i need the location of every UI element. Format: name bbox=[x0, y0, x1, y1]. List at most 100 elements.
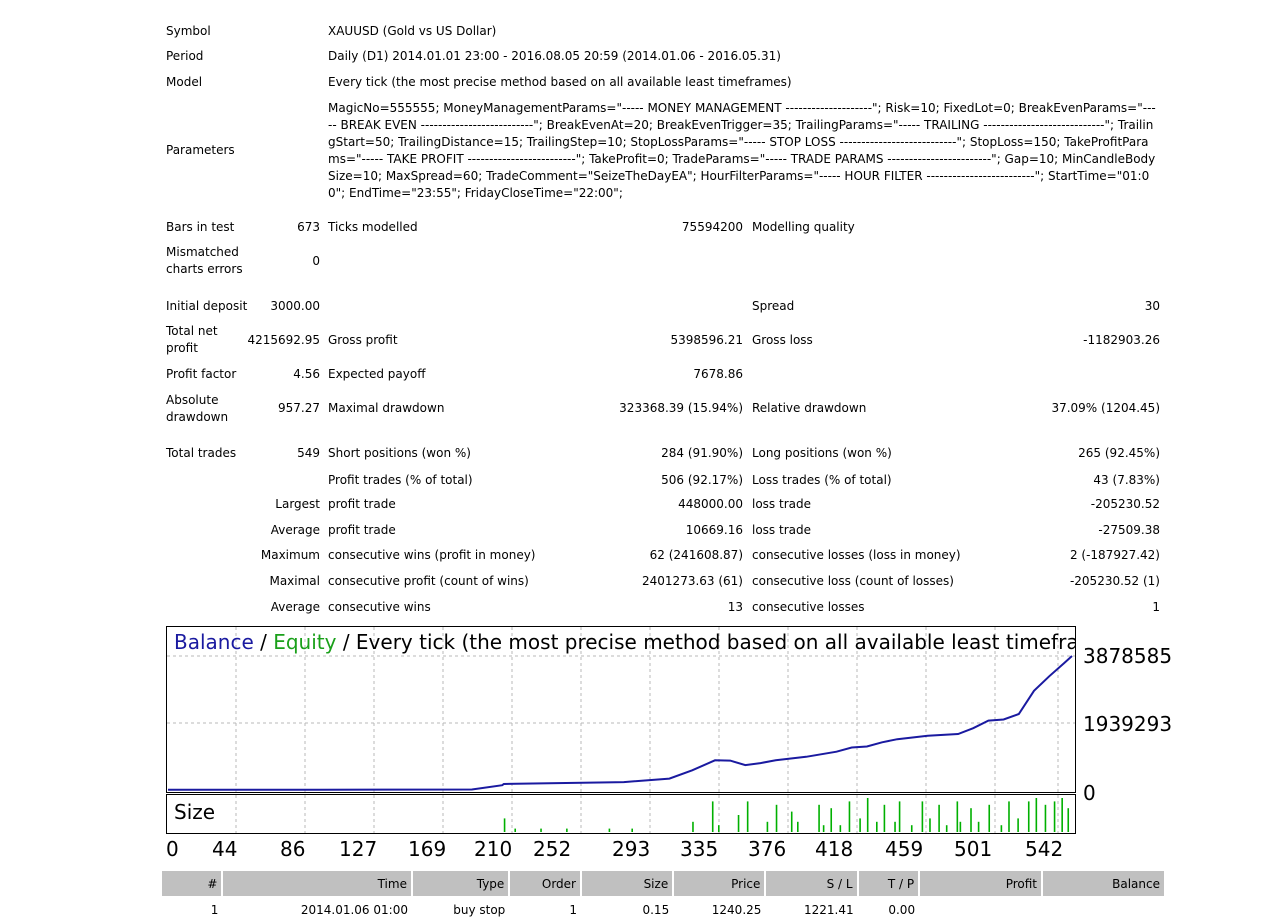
chart-title-model: / Every tick (the most precise method ba… bbox=[342, 630, 1075, 654]
cell-time: 2014.01.06 01:00 bbox=[222, 896, 412, 923]
x-tick-label: 127 bbox=[339, 837, 378, 861]
x-tick-label: 542 bbox=[1025, 837, 1064, 861]
average-loss-label: loss trade bbox=[752, 523, 811, 537]
size-bar bbox=[711, 801, 714, 832]
x-tick-label: 210 bbox=[474, 837, 513, 861]
size-bar bbox=[514, 828, 517, 832]
relative-drawdown-value: 37.09% (1204.45) bbox=[1051, 401, 1160, 415]
initial-deposit-label: Initial deposit bbox=[166, 299, 248, 313]
size-bar bbox=[956, 801, 959, 832]
size-chart-plot bbox=[235, 795, 1070, 833]
size-bar bbox=[977, 821, 980, 832]
size-bar bbox=[988, 804, 991, 832]
profit-factor-label: Profit factor bbox=[166, 367, 237, 381]
bars-label: Bars in test bbox=[166, 220, 235, 234]
max-consecutive-profit-value: 2401273.63 (61) bbox=[642, 574, 743, 588]
max-consecutive-wins-value: 62 (241608.87) bbox=[649, 548, 743, 562]
cell-profit bbox=[919, 896, 1043, 923]
size-bar bbox=[631, 828, 633, 832]
size-bar bbox=[540, 828, 542, 832]
gross-profit-value: 5398596.21 bbox=[670, 333, 743, 347]
y-tick-label: 0 bbox=[1083, 781, 1096, 805]
x-tick-label: 86 bbox=[280, 837, 306, 861]
size-bar bbox=[1067, 808, 1070, 832]
balance-chart: Balance / Equity / Every tick (the most … bbox=[166, 626, 1076, 793]
chart-title: Balance / Equity / Every tick (the most … bbox=[174, 629, 1075, 655]
mismatch-label-line1: Mismatched bbox=[166, 245, 239, 259]
gross-loss-label: Gross loss bbox=[752, 333, 813, 347]
cell-type: buy stop bbox=[411, 896, 510, 923]
expected-payoff-value: 7678.86 bbox=[693, 367, 743, 381]
total-trades-label: Total trades bbox=[166, 446, 237, 460]
size-bar bbox=[1061, 798, 1063, 832]
size-bar bbox=[608, 828, 611, 832]
size-bar bbox=[970, 808, 972, 832]
maximal-label: Maximal bbox=[269, 574, 320, 588]
size-bar bbox=[1035, 798, 1038, 832]
x-tick-label: 0 bbox=[166, 837, 179, 861]
cell-sl: 1221.41 bbox=[765, 896, 858, 923]
long-positions-label: Long positions (won %) bbox=[752, 446, 892, 460]
size-bar bbox=[883, 804, 886, 832]
maximal-drawdown-value: 323368.39 (15.94%) bbox=[619, 401, 743, 415]
size-bar bbox=[898, 801, 901, 832]
avg-label: Average bbox=[270, 600, 320, 614]
bars-value: 673 bbox=[297, 220, 320, 234]
net-profit-value: 4215692.95 bbox=[247, 333, 320, 347]
largest-profit-label: profit trade bbox=[328, 497, 396, 511]
x-tick-label: 418 bbox=[815, 837, 854, 861]
largest-profit-value: 448000.00 bbox=[678, 497, 743, 511]
x-tick-label: 501 bbox=[954, 837, 993, 861]
table-row[interactable]: 1 2014.01.06 01:00 buy stop 1 0.15 1240.… bbox=[162, 896, 1164, 923]
size-bar bbox=[822, 825, 825, 832]
avg-consecutive-wins-label: consecutive wins bbox=[328, 600, 431, 614]
largest-label: Largest bbox=[275, 497, 320, 511]
col-header-price[interactable]: Price bbox=[673, 871, 767, 896]
absolute-drawdown-value: 957.27 bbox=[278, 401, 320, 415]
col-header-time[interactable]: Time bbox=[222, 871, 413, 896]
chart-title-balance: Balance bbox=[174, 630, 254, 654]
maximal-drawdown-label: Maximal drawdown bbox=[328, 401, 445, 415]
col-header-type[interactable]: Type bbox=[411, 871, 511, 896]
col-header-profit[interactable]: Profit bbox=[919, 871, 1044, 896]
largest-loss-value: -205230.52 bbox=[1090, 497, 1160, 511]
cell-order: 1 bbox=[509, 896, 581, 923]
col-header-size[interactable]: Size bbox=[581, 871, 675, 896]
profit-factor-value: 4.56 bbox=[293, 367, 320, 381]
largest-loss-label: loss trade bbox=[752, 497, 811, 511]
size-bar bbox=[938, 804, 940, 832]
avg-consecutive-losses-label: consecutive losses bbox=[752, 600, 865, 614]
size-bar bbox=[1044, 804, 1047, 832]
col-header-order[interactable]: Order bbox=[509, 871, 582, 896]
initial-deposit-value: 3000.00 bbox=[270, 299, 320, 313]
long-positions-value: 265 (92.45%) bbox=[1078, 446, 1160, 460]
loss-trades-value: 43 (7.83%) bbox=[1093, 473, 1160, 487]
x-tick-label: 44 bbox=[212, 837, 238, 861]
net-profit-label-line1: Total net bbox=[166, 324, 218, 338]
col-header-sl[interactable]: S / L bbox=[765, 871, 859, 896]
quality-label: Modelling quality bbox=[752, 220, 855, 234]
gross-profit-label: Gross profit bbox=[328, 333, 398, 347]
ticks-value: 75594200 bbox=[681, 220, 743, 234]
chart-title-equity: Equity bbox=[273, 630, 337, 654]
size-bar bbox=[797, 821, 799, 832]
average-loss-value: -27509.38 bbox=[1098, 523, 1160, 537]
size-bar bbox=[859, 818, 861, 832]
size-bar bbox=[1017, 818, 1019, 832]
max-consecutive-loss-label: consecutive loss (count of losses) bbox=[752, 574, 954, 588]
total-trades-value: 549 bbox=[297, 446, 320, 460]
size-bar bbox=[692, 821, 694, 832]
col-header-balance[interactable]: Balance bbox=[1042, 871, 1164, 896]
size-label: Size bbox=[174, 800, 216, 824]
col-header-tp[interactable]: T / P bbox=[857, 871, 921, 896]
avg-consecutive-wins-value: 13 bbox=[727, 600, 743, 614]
x-tick-label: 335 bbox=[680, 837, 719, 861]
gross-loss-value: -1182903.26 bbox=[1083, 333, 1160, 347]
max-consecutive-losses-value: 2 (-187927.42) bbox=[1069, 548, 1160, 562]
size-chart: Size bbox=[166, 794, 1076, 834]
model-value: Every tick (the most precise method base… bbox=[328, 75, 792, 89]
x-tick-label: 459 bbox=[885, 837, 924, 861]
col-header-number[interactable]: # bbox=[162, 871, 224, 896]
relative-drawdown-label: Relative drawdown bbox=[752, 401, 867, 415]
ticks-label: Ticks modelled bbox=[328, 220, 418, 234]
